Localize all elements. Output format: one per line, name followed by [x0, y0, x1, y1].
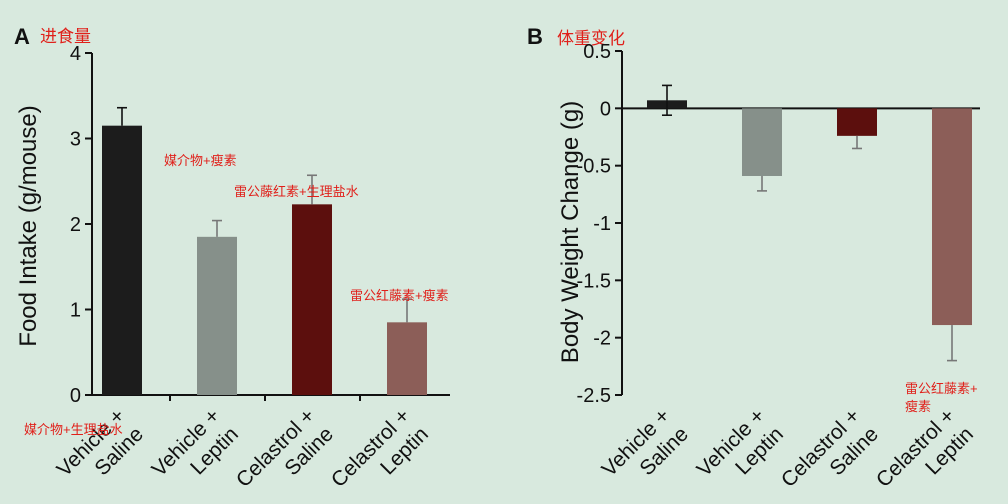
panel-b-x-tick-labels: Vehicle +Saline Vehicle +LeptinCelastrol … [598, 404, 978, 504]
panel-a-cn-label-vehicle-leptin: 媒介物+瘦素 [164, 153, 237, 168]
panel-a-cn-title: 进食量 [40, 27, 91, 46]
panel-a: A 进食量 Food Intake (g/mouse) 0 1 2 3 4 Vehicl… [14, 24, 450, 504]
panel-b-y-tick-label-5: -2 [593, 328, 611, 350]
panel-a-bar-0 [102, 125, 142, 396]
panel-a-cn-label-vehicle-saline: 媒介物+生理盐水 [24, 422, 123, 437]
panel-b-cn-title: 体重变化 [557, 29, 625, 48]
panel-b-x-tick-label-0: Vehicle +Saline [598, 404, 693, 499]
panel-a-y-tick-label-2: 2 [70, 214, 81, 236]
panel-a-y-axis-label: Food Intake (g/mouse) [15, 105, 42, 346]
panel-b-bar-1 [742, 108, 782, 176]
panel-b-y-tick-label-2: -0.5 [577, 156, 611, 178]
panel-b-axes: 0.5 0 -0.5 -1 -1.5 -2 -2.5 [577, 41, 980, 407]
panel-a-bar-3 [387, 322, 427, 395]
panel-a-bar-2 [292, 204, 332, 395]
panel-a-bars [102, 106, 427, 396]
panel-b-y-tick-label-3: -1 [593, 213, 611, 235]
panel-b: B 体重变化 Body Weight Change (g) 0.5 0 -0.5 -1… [527, 24, 980, 504]
panel-a-letter: A [14, 24, 30, 49]
panel-b-cn-label-line: 雷公红藤素+ [905, 381, 978, 396]
panel-a-y-tick-label-0: 0 [70, 385, 81, 407]
panel-a-bar-1 [197, 236, 237, 395]
panel-a-cn-label-celastrol-saline: 雷公藤红素+生理盐水 [234, 184, 359, 199]
panel-a-x-tick-label-3: Celastrol +Leptin [327, 404, 433, 504]
panel-b-x-tick-label-1: Vehicle +Leptin [693, 404, 788, 499]
panel-a-y-tick-label-3: 3 [70, 129, 81, 151]
panel-b-cn-label-line: 瘦素 [905, 399, 931, 414]
panel-b-cn-annotations: 雷公红藤素+ 瘦素 [905, 381, 978, 414]
panel-a-y-tick-label-4: 4 [70, 43, 81, 65]
panel-b-y-tick-label-4: -1.5 [577, 270, 611, 292]
panel-b-y-axis-label: Body Weight Change (g) [557, 101, 584, 363]
panel-b-y-tick-label-0: 0.5 [583, 41, 611, 63]
panel-b-y-tick-label-6: -2.5 [577, 385, 611, 407]
panel-a-x-tick-label-2: Celastrol +Saline [232, 404, 338, 504]
panel-b-bars [647, 84, 972, 362]
panel-a-cn-label-celastrol-leptin: 雷公红藤素+瘦素 [350, 288, 449, 303]
panel-a-cn-annotations: 媒介物+生理盐水 媒介物+瘦素 雷公藤红素+生理盐水 雷公红藤素+瘦素 [24, 153, 449, 437]
panel-a-x-tick-label-1: Vehicle +Leptin [148, 404, 243, 499]
panel-b-bar-3 [932, 108, 972, 326]
panel-b-x-tick-label-2: Celastrol +Saline [777, 404, 883, 504]
panel-b-cn-label-celastrol-leptin: 雷公红藤素+ 瘦素 [905, 381, 978, 414]
panel-a-x-tick-label-0: Vehicle +Saline [53, 404, 148, 499]
panel-a-x-tick-labels: Vehicle +Saline Vehicle +LeptinCelastrol … [53, 404, 433, 504]
panel-a-y-tick-label-1: 1 [70, 300, 81, 322]
panel-b-y-tick-label-1: 0 [600, 98, 611, 120]
panel-b-x-tick-label-3: Celastrol +Leptin [872, 404, 978, 504]
panel-b-letter: B [527, 24, 543, 49]
panel-b-bar-2 [837, 108, 877, 136]
